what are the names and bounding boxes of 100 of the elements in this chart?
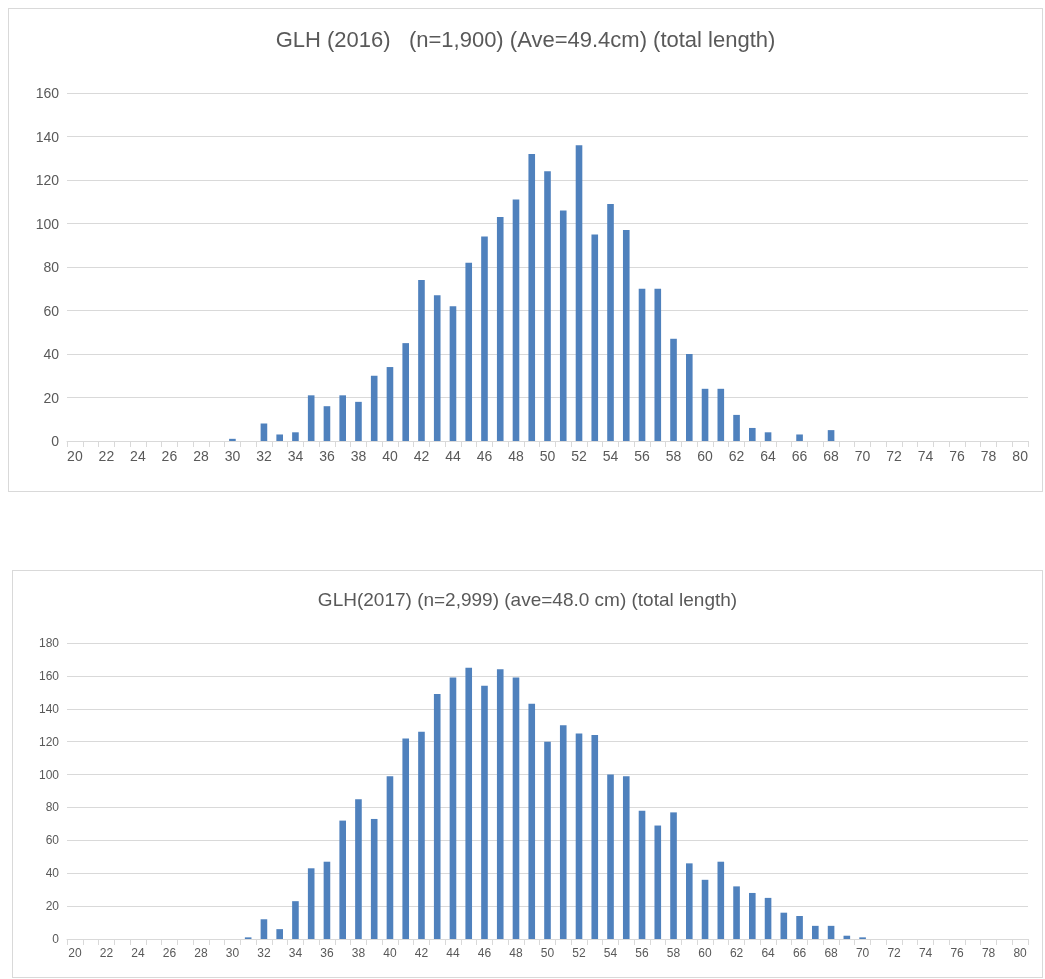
x-tick-label: 46: [476, 448, 493, 464]
x-tick-label: 44: [445, 448, 461, 464]
x-tick-label: 48: [509, 946, 523, 960]
bar: [796, 434, 803, 441]
y-tick-label: 140: [35, 128, 60, 145]
x-tick-label: 52: [572, 946, 586, 960]
y-tick-label: 80: [45, 800, 60, 815]
chart-title: GLH(2017) (n=2,999) (ave=48.0 cm) (total length): [317, 589, 738, 610]
bar: [748, 427, 756, 441]
bar: [654, 825, 662, 939]
y-tick-label: 120: [35, 172, 60, 188]
bar: [796, 915, 803, 939]
bar: [780, 912, 788, 939]
y-tick-label: 120: [38, 734, 60, 749]
x-tick-label: 76: [950, 946, 965, 960]
bar: [355, 401, 362, 441]
bar: [559, 725, 567, 939]
y-tick-label: 20: [45, 899, 60, 914]
bar: [733, 886, 740, 939]
bar: [481, 236, 488, 441]
x-tick-label: 48: [508, 448, 524, 464]
x-tick-label: 58: [665, 448, 682, 464]
x-tick-label: 34: [288, 946, 303, 960]
bar: [654, 288, 662, 441]
y-tick-label: 180: [38, 636, 60, 650]
bar: [292, 901, 299, 939]
bar: [323, 406, 331, 441]
x-tick-label: 80: [1012, 448, 1029, 464]
x-tick-label: 74: [917, 448, 934, 464]
x-tick-label: 26: [161, 448, 178, 464]
y-tick-label: 0: [52, 932, 60, 946]
bar: [370, 818, 378, 939]
x-tick-label: 78: [981, 946, 996, 960]
x-tick-label: 80: [1013, 946, 1028, 960]
bar: [323, 861, 331, 939]
bar: [528, 153, 536, 441]
y-tick-label: 0: [51, 433, 60, 449]
bar: [607, 203, 614, 441]
bar: [292, 432, 299, 441]
x-tick-label: 58: [666, 946, 681, 960]
bar: [685, 354, 693, 441]
x-tick-label: 64: [761, 946, 776, 960]
x-tick-label: 30: [225, 946, 240, 960]
bar: [544, 171, 551, 441]
bar: [496, 216, 504, 441]
x-tick-label: 70: [854, 448, 871, 464]
bar: [748, 892, 756, 939]
x-tick-label: 30: [224, 448, 241, 464]
x-tick-label: 54: [602, 448, 619, 464]
x-tick-label: 68: [823, 448, 840, 464]
x-tick-label: 28: [193, 448, 209, 464]
bar: [701, 879, 709, 939]
bar: [339, 820, 347, 939]
x-tick-label: 38: [351, 946, 366, 960]
y-tick-label: 160: [38, 668, 60, 683]
bar: [544, 741, 551, 939]
x-tick-label: 72: [886, 448, 903, 464]
x-tick-label: 26: [162, 946, 177, 960]
bar: [418, 280, 425, 441]
bar: [827, 430, 835, 441]
x-tick-label: 20: [68, 946, 82, 960]
bar: [307, 868, 315, 939]
x-tick-label: 62: [729, 946, 744, 960]
bar: [402, 343, 410, 441]
x-tick-label: 50: [540, 946, 555, 960]
bar: [812, 925, 819, 939]
bar: [276, 434, 283, 441]
x-tick-label: 28: [194, 946, 208, 960]
x-tick-label: 50: [539, 448, 556, 464]
x-tick-label: 62: [728, 448, 745, 464]
bar: [575, 145, 583, 441]
bar: [355, 799, 362, 939]
x-tick-label: 22: [98, 448, 115, 464]
x-tick-label: 66: [792, 946, 807, 960]
x-tick-label: 78: [980, 448, 997, 464]
bar: [433, 693, 441, 939]
bar: [717, 388, 725, 441]
bar: [591, 735, 599, 939]
bar: [339, 395, 347, 441]
bar: [260, 919, 268, 939]
bar: [591, 234, 599, 441]
x-tick-label: 72: [887, 946, 902, 960]
bar: [386, 367, 394, 441]
x-tick-label: 42: [413, 448, 430, 464]
bar: [370, 375, 378, 441]
bar: [764, 432, 772, 441]
x-tick-label: 20: [67, 448, 83, 464]
bar: [607, 774, 614, 939]
x-tick-label: 32: [256, 448, 272, 464]
x-tick-label: 34: [287, 448, 304, 464]
y-tick-label: 40: [43, 346, 60, 362]
y-tick-label: 160: [35, 85, 60, 101]
bar: [433, 295, 441, 441]
bar: [733, 414, 740, 441]
x-tick-label: 60: [697, 448, 714, 464]
y-tick-label: 40: [45, 866, 60, 881]
bar: [229, 438, 236, 441]
bar: [622, 776, 630, 939]
x-tick-label: 40: [383, 946, 397, 960]
bar: [717, 861, 725, 939]
